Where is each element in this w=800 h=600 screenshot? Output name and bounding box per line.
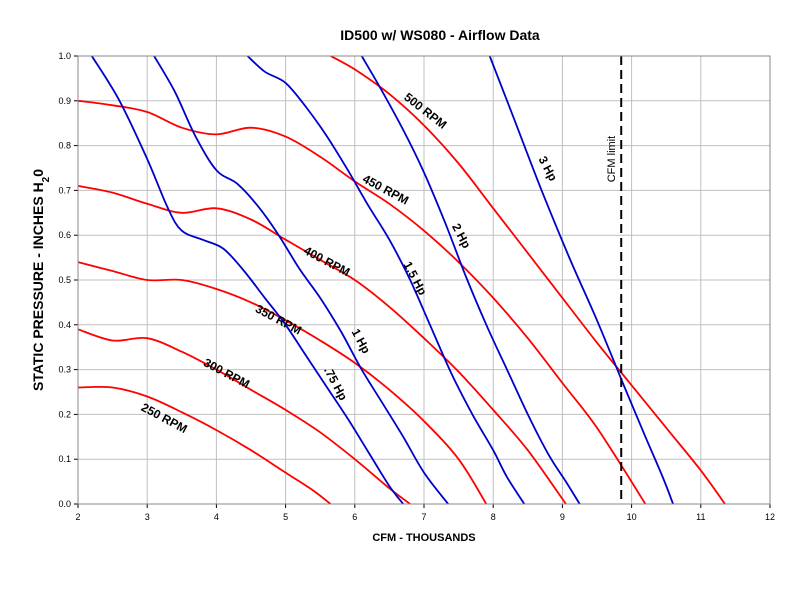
x-tick-label: 4 [214, 512, 219, 522]
x-tick-label: 7 [421, 512, 426, 522]
rpm-curve-450-rpm [77, 99, 647, 505]
y-tick-label: 0.1 [58, 454, 71, 464]
y-axis-label-sub: 2 [41, 176, 52, 182]
y-tick-label: 0.4 [58, 320, 71, 330]
y-tick-label: 0.5 [58, 275, 71, 285]
y-tick-label: 0.0 [58, 499, 71, 509]
y-tick-label: 0.6 [58, 230, 71, 240]
y-tick-label: 0.9 [58, 96, 71, 106]
cfm-limit-label: CFM limit [606, 136, 618, 182]
hp-curves [91, 55, 674, 505]
curve-label: 300 RPM [201, 355, 252, 391]
curve-label: 250 RPM [139, 400, 190, 436]
curve-label: 2 Hp [449, 221, 474, 251]
x-tick-label: 10 [627, 512, 637, 522]
hp-curve-1-5-hp [246, 55, 526, 505]
y-axis-label-end: 0 [30, 169, 46, 177]
curve-label: 400 RPM [301, 243, 352, 279]
hp-curve-2-hp [360, 55, 581, 505]
y-tick-label: 1.0 [58, 51, 71, 61]
tick-labels: 2 3 4 5 6 7 8 9 10 11 12 0.0 0.1 0.2 0.3 0.4 0.5 0.6 0.7 0.… [58, 51, 775, 522]
plot-frame [77, 55, 771, 505]
hp-curve-1-hp [153, 55, 449, 505]
curve-label: 350 RPM [253, 302, 304, 338]
y-tick-label: 0.2 [58, 409, 71, 419]
x-tick-label: 5 [283, 512, 288, 522]
cfm-limit: CFM limit [606, 56, 623, 504]
x-axis-label: CFM - THOUSANDS [372, 532, 475, 544]
rpm-curve-300-rpm [77, 328, 411, 505]
rpm-curve-350-rpm [77, 261, 488, 505]
y-tick-label: 0.8 [58, 141, 71, 151]
x-tick-label: 12 [765, 512, 775, 522]
rpm-curve-250-rpm [77, 385, 332, 505]
chart-title: ID500 w/ WS080 - Airflow Data [340, 27, 540, 43]
y-axis-label-main: STATIC PRESSURE - INCHES H [30, 182, 46, 391]
x-tick-label: 6 [352, 512, 357, 522]
curve-label: 1.5 Hp [401, 259, 430, 297]
rpm-curve-500-rpm [330, 55, 726, 505]
y-tick-label: 0.7 [58, 185, 71, 195]
x-tick-label: 2 [75, 512, 80, 522]
hp-curve-75-hp [91, 55, 404, 505]
x-tick-label: 8 [491, 512, 496, 522]
x-tick-label: 11 [696, 512, 705, 522]
hp-curve-3-hp [488, 55, 674, 505]
rpm-curves [77, 55, 726, 505]
rpm-curve-400-rpm [77, 185, 567, 505]
y-axis-label: STATIC PRESSURE - INCHES H20 [30, 169, 52, 391]
x-tick-label: 3 [145, 512, 150, 522]
curve-label: 3 Hp [536, 154, 561, 184]
y-tick-label: 0.3 [58, 365, 71, 375]
x-tick-label: 9 [560, 512, 565, 522]
